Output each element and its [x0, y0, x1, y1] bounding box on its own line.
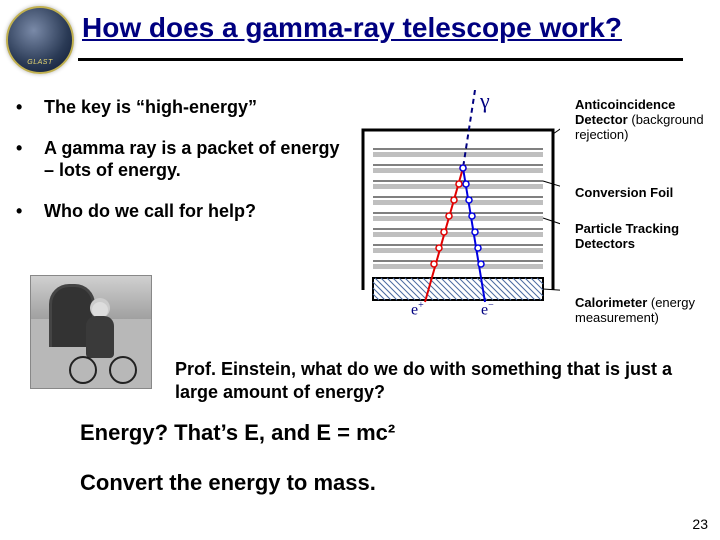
detector-diagram: γ e+ e− [355, 90, 565, 350]
label-particle-tracking: Particle Tracking Detectors [575, 222, 705, 252]
einstein-photo [30, 275, 152, 389]
gamma-symbol: γ [480, 88, 490, 114]
page-number: 23 [692, 516, 708, 532]
bullet-list: • The key is “high-energy” • A gamma ray… [30, 96, 350, 240]
detector-svg [355, 90, 560, 320]
e-plus-label: e+ [411, 300, 424, 319]
slide-title: How does a gamma-ray telescope work? [82, 12, 622, 44]
bullet-1-text: The key is “high-energy” [44, 97, 257, 117]
bullet-1: • The key is “high-energy” [30, 96, 350, 119]
slide: How does a gamma-ray telescope work? • T… [0, 0, 720, 540]
einstein-question: Prof. Einstein, what do we do with somet… [175, 358, 685, 403]
einstein-answer-1: Energy? That’s E, and E = mc² [80, 420, 395, 446]
bullet-2: • A gamma ray is a packet of energy – lo… [30, 137, 350, 182]
bullet-3: • Who do we call for help? [30, 200, 350, 223]
einstein-answer-2: Convert the energy to mass. [80, 470, 376, 496]
e-minus-label: e− [481, 300, 494, 319]
label-anticoincidence: Anticoincidence Detector (background rej… [575, 98, 705, 143]
title-underline [78, 58, 683, 61]
label-conversion-foil: Conversion Foil [575, 186, 705, 201]
bullet-3-text: Who do we call for help? [44, 201, 256, 221]
label-calorimeter: Calorimeter (energy measurement) [575, 296, 710, 326]
glast-logo-icon [6, 6, 74, 74]
bullet-2-text: A gamma ray is a packet of energy – lots… [44, 138, 339, 181]
